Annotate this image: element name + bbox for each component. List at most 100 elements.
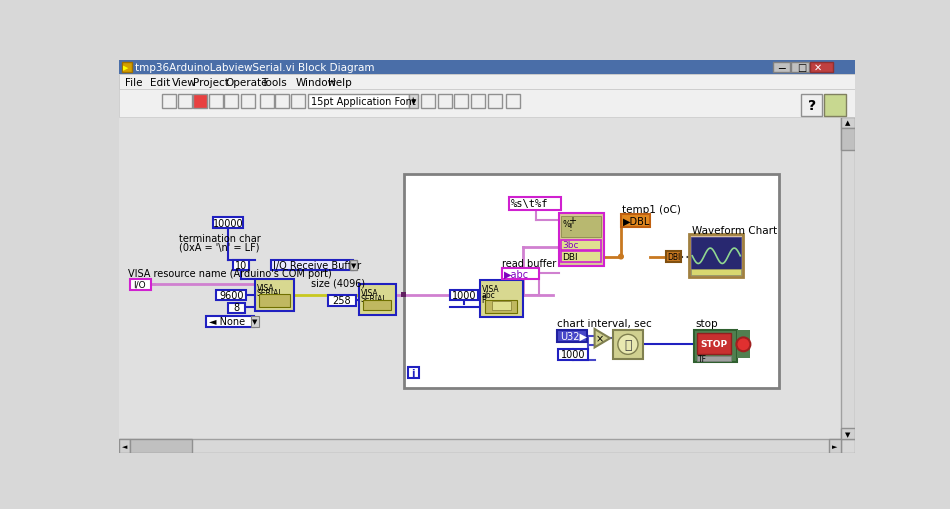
- FancyBboxPatch shape: [276, 95, 289, 109]
- FancyBboxPatch shape: [559, 214, 604, 266]
- FancyBboxPatch shape: [217, 290, 246, 301]
- FancyBboxPatch shape: [359, 285, 396, 316]
- FancyBboxPatch shape: [256, 279, 294, 312]
- FancyBboxPatch shape: [408, 367, 419, 379]
- FancyBboxPatch shape: [558, 330, 587, 343]
- Text: VISA: VISA: [482, 285, 499, 294]
- FancyBboxPatch shape: [689, 235, 744, 278]
- FancyBboxPatch shape: [560, 251, 600, 263]
- Text: R: R: [482, 295, 486, 304]
- FancyBboxPatch shape: [506, 95, 521, 109]
- FancyBboxPatch shape: [621, 215, 651, 227]
- FancyBboxPatch shape: [328, 295, 356, 306]
- FancyBboxPatch shape: [193, 95, 207, 109]
- FancyBboxPatch shape: [692, 237, 741, 275]
- FancyBboxPatch shape: [791, 63, 808, 73]
- FancyBboxPatch shape: [350, 260, 357, 271]
- FancyBboxPatch shape: [492, 302, 511, 311]
- FancyBboxPatch shape: [291, 95, 305, 109]
- FancyBboxPatch shape: [841, 439, 855, 453]
- FancyBboxPatch shape: [251, 316, 259, 327]
- Text: ⏱: ⏱: [624, 338, 632, 351]
- Text: stop: stop: [695, 318, 718, 328]
- Text: □: □: [797, 63, 807, 73]
- FancyBboxPatch shape: [694, 330, 737, 362]
- Text: STOP: STOP: [700, 340, 728, 348]
- Text: %s\t%f: %s\t%f: [511, 199, 548, 209]
- Text: !: !: [568, 222, 572, 232]
- FancyBboxPatch shape: [259, 294, 290, 308]
- Text: ▶abc: ▶abc: [504, 269, 529, 279]
- FancyBboxPatch shape: [119, 90, 855, 118]
- Text: temp1 (oC): temp1 (oC): [622, 205, 681, 214]
- FancyBboxPatch shape: [119, 61, 855, 75]
- FancyBboxPatch shape: [450, 290, 479, 301]
- Text: TF: TF: [698, 354, 708, 363]
- Text: Edit: Edit: [150, 77, 170, 88]
- Text: 1000: 1000: [560, 350, 585, 360]
- FancyBboxPatch shape: [559, 214, 604, 266]
- Text: ✕: ✕: [814, 63, 822, 73]
- FancyBboxPatch shape: [129, 279, 151, 290]
- FancyBboxPatch shape: [666, 251, 681, 263]
- FancyBboxPatch shape: [697, 356, 731, 361]
- FancyBboxPatch shape: [801, 95, 823, 117]
- Text: File: File: [125, 77, 142, 88]
- Text: (0xA = '\n' = LF): (0xA = '\n' = LF): [180, 242, 259, 251]
- FancyBboxPatch shape: [810, 63, 833, 73]
- Text: U32▶: U32▶: [560, 331, 587, 341]
- Text: ▼: ▼: [351, 263, 356, 268]
- Text: ▼: ▼: [253, 319, 257, 325]
- FancyBboxPatch shape: [487, 95, 502, 109]
- FancyBboxPatch shape: [841, 118, 855, 129]
- FancyBboxPatch shape: [470, 95, 484, 109]
- FancyBboxPatch shape: [308, 95, 408, 109]
- FancyBboxPatch shape: [259, 95, 274, 109]
- Text: i: i: [411, 368, 415, 378]
- Circle shape: [618, 334, 638, 355]
- Text: 15pt Application Font: 15pt Application Font: [311, 97, 416, 107]
- FancyBboxPatch shape: [404, 175, 779, 388]
- FancyBboxPatch shape: [841, 129, 855, 150]
- FancyBboxPatch shape: [228, 303, 245, 313]
- FancyBboxPatch shape: [697, 333, 731, 355]
- Text: read buffer: read buffer: [502, 258, 556, 268]
- FancyBboxPatch shape: [234, 260, 249, 271]
- Circle shape: [736, 338, 750, 352]
- Text: 258: 258: [332, 296, 352, 306]
- Text: I/O: I/O: [133, 280, 145, 289]
- FancyBboxPatch shape: [421, 95, 435, 109]
- Text: ▲: ▲: [846, 120, 850, 126]
- Text: SERIAL: SERIAL: [361, 294, 388, 303]
- FancyBboxPatch shape: [824, 95, 846, 117]
- Text: ×: ×: [596, 333, 604, 344]
- FancyBboxPatch shape: [119, 439, 841, 453]
- Text: VISA: VISA: [256, 283, 275, 292]
- Text: termination char: termination char: [180, 234, 261, 244]
- Text: 10: 10: [235, 261, 247, 270]
- Text: ◄ None: ◄ None: [209, 317, 245, 327]
- FancyBboxPatch shape: [119, 118, 841, 439]
- FancyBboxPatch shape: [206, 316, 255, 327]
- FancyBboxPatch shape: [209, 95, 222, 109]
- Text: Tools: Tools: [261, 77, 287, 88]
- FancyBboxPatch shape: [480, 280, 523, 317]
- Text: +: +: [568, 216, 577, 226]
- FancyBboxPatch shape: [841, 429, 855, 439]
- Text: DBl: DBl: [668, 252, 681, 262]
- FancyBboxPatch shape: [613, 330, 642, 359]
- Text: 10000: 10000: [213, 218, 243, 228]
- Text: ─: ─: [778, 63, 785, 73]
- FancyBboxPatch shape: [162, 95, 176, 109]
- Text: Waveform Chart: Waveform Chart: [693, 225, 777, 235]
- FancyBboxPatch shape: [122, 63, 132, 73]
- FancyBboxPatch shape: [408, 95, 418, 109]
- Text: tmp36ArduinoLabviewSerial.vi Block Diagram: tmp36ArduinoLabviewSerial.vi Block Diagr…: [135, 63, 374, 73]
- FancyBboxPatch shape: [841, 118, 855, 439]
- FancyBboxPatch shape: [129, 439, 192, 453]
- Text: VISA resource name (Arduino's COM port): VISA resource name (Arduino's COM port): [128, 268, 332, 278]
- Text: 9600: 9600: [218, 291, 243, 300]
- Text: ▼: ▼: [846, 431, 850, 437]
- Text: size (4096): size (4096): [311, 278, 365, 288]
- Text: I/O Receive Buffer: I/O Receive Buffer: [273, 261, 361, 270]
